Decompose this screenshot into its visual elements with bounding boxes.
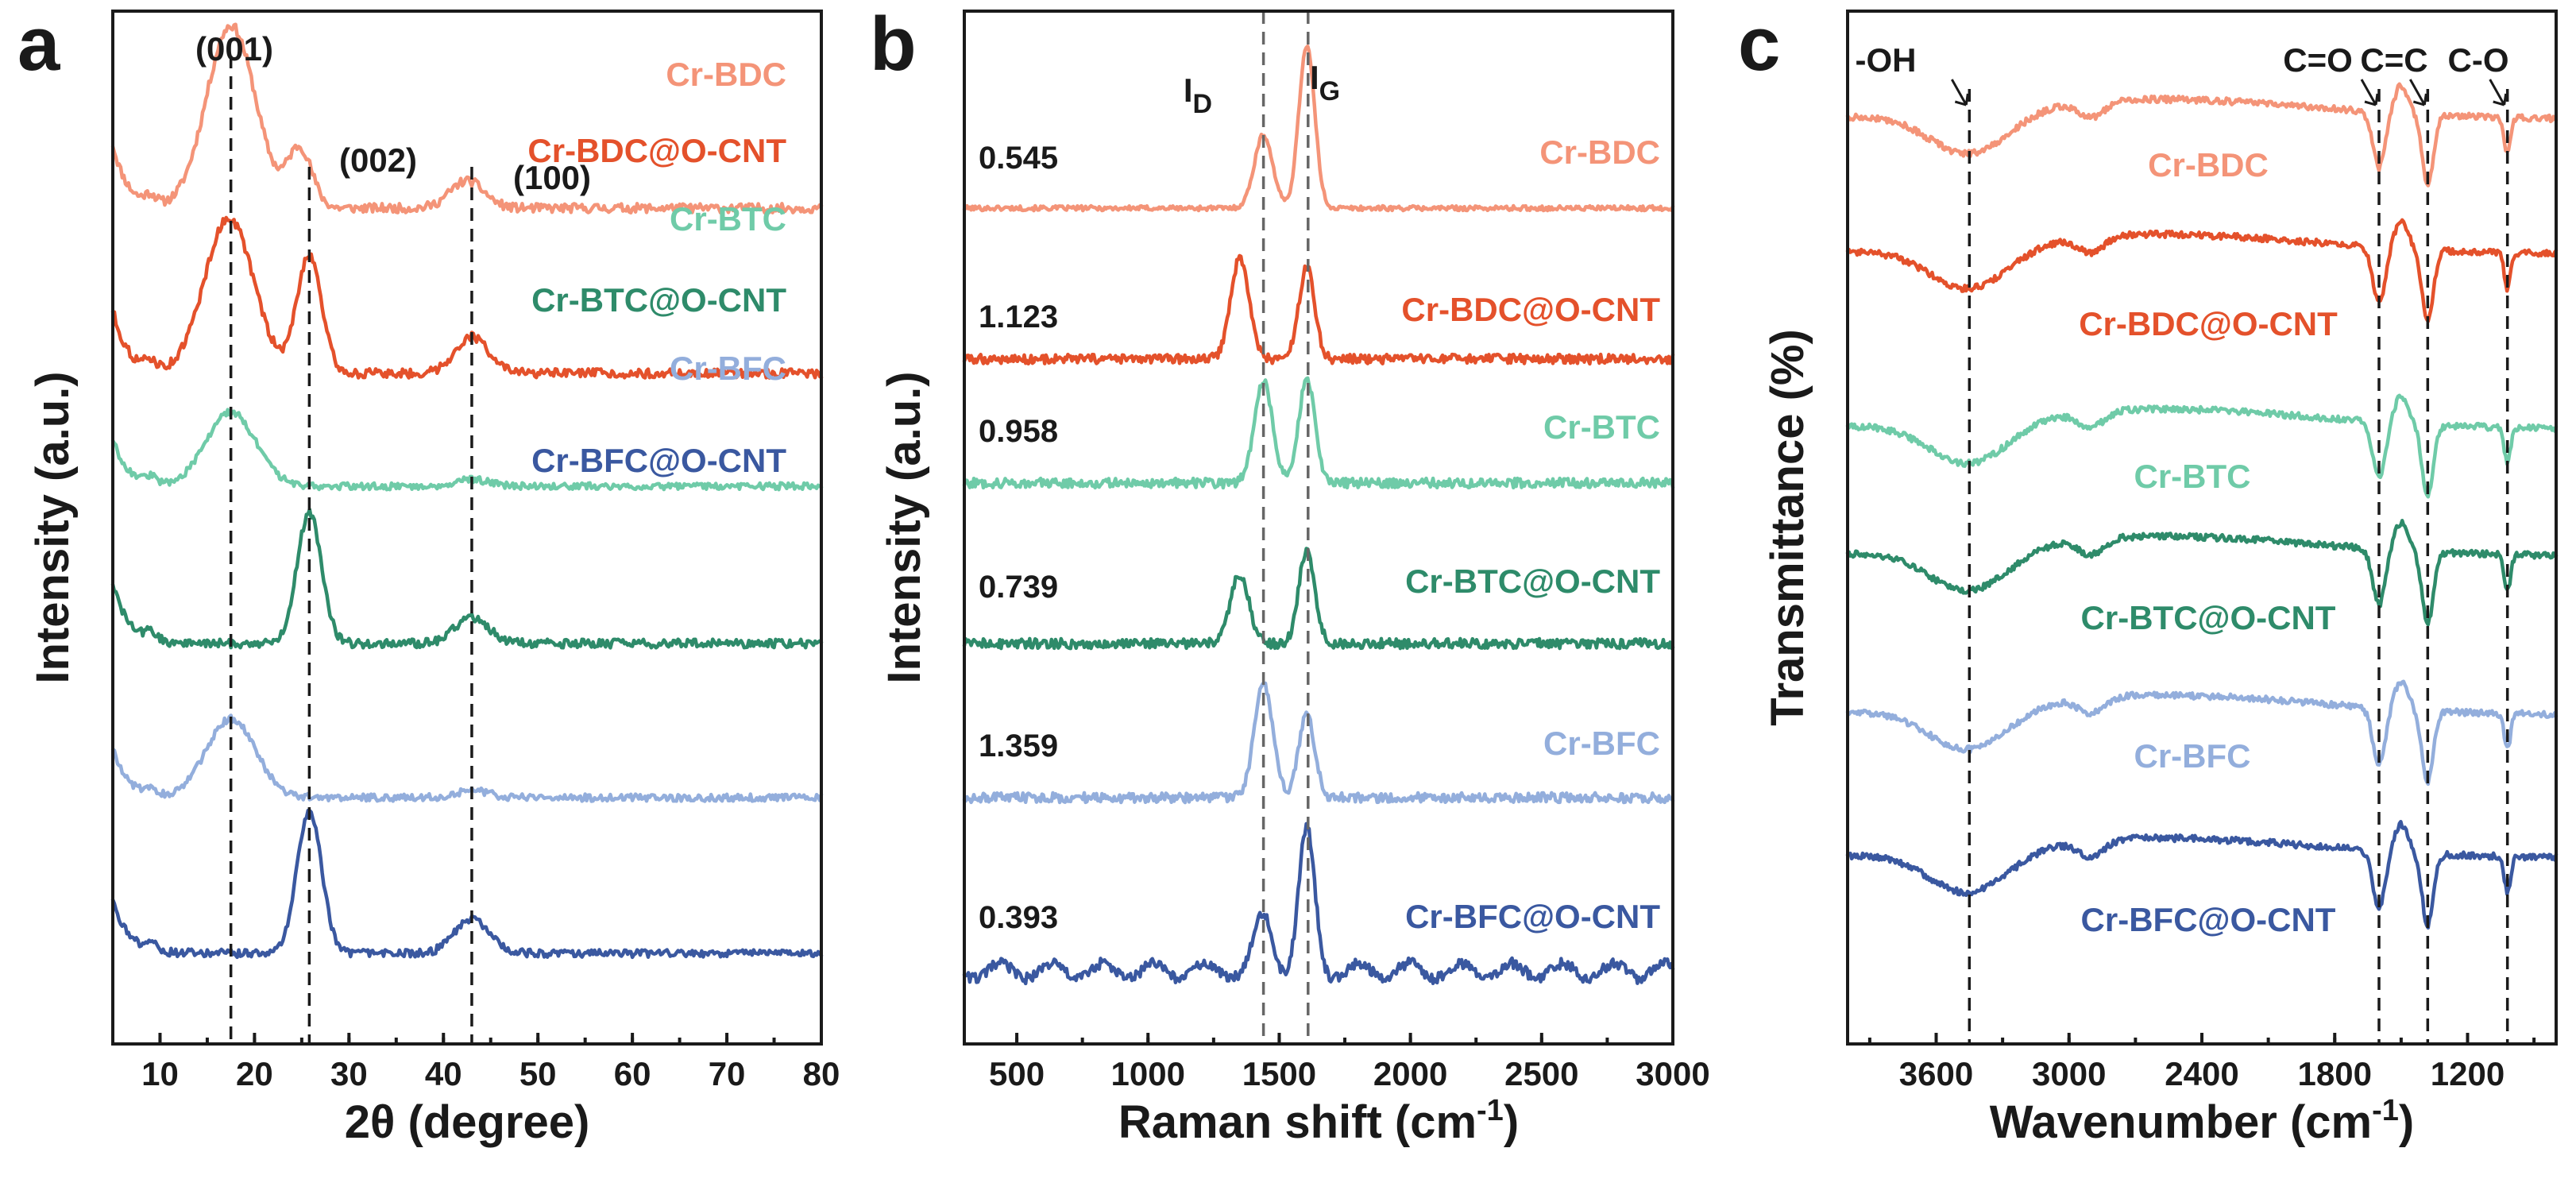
c-series-cr-bdc-at-o-cnt [1845,218,2559,323]
b-series-cr-btc-at-o-cnt [962,547,1675,651]
panel-c-xlabel: Wavenumber (cm-1) [1990,1094,2414,1148]
c-ref-arrow [2409,79,2427,106]
a-series-label: Cr-BTC@O-CNT [531,281,786,319]
panel-c-letter: c [1738,2,1780,87]
c-xtick-label: 3600 [1899,1055,1973,1092]
a-series-label: Cr-BFC@O-CNT [531,442,786,479]
c-ref-label: C=C [2360,41,2427,79]
c-series-cr-btc [1845,393,2559,499]
c-series-cr-btc-at-o-cnt [1845,519,2559,627]
c-ref-arrow [2489,79,2508,106]
a-series-label: Cr-BFC [670,350,786,387]
a-series-label: Cr-BDC [666,56,786,93]
b-ratio-label: 0.739 [979,570,1058,605]
b-xtick-label: 500 [989,1055,1045,1092]
b-ratio-label: 1.123 [979,300,1058,334]
panel-b-letter: b [870,2,917,87]
a-xtick-label: 50 [519,1055,557,1092]
panel-c-plot: 3600 3000 2400 1800 1200 Cr-BDC Cr-BDC@O-CNT Cr… [1845,41,2559,1092]
c-xtick-label: 2400 [2165,1055,2238,1092]
b-xtick-label: 2500 [1504,1055,1578,1092]
b-series-label: Cr-BDC@O-CNT [1401,291,1660,328]
b-series-cr-bdc-at-o-cnt [962,253,1675,366]
b-series-cr-bfc [962,681,1675,805]
c-ref-label: C=O [2283,41,2353,79]
a-series-label: Cr-BDC@O-CNT [527,132,786,169]
c-series-cr-bdc [1845,82,2559,187]
a-series-cr-bfc [110,713,824,803]
c-ref-arrow [1951,79,1969,106]
a-xtick-label: 40 [425,1055,462,1092]
a-xtick-label: 20 [236,1055,273,1092]
b-xtick-label: 3000 [1636,1055,1709,1092]
a-ref-label: (002) [339,141,417,179]
c-series-label: Cr-BDC [2148,146,2269,184]
panel-b-plot: 500 1000 1500 2000 2500 3000 0.545 Cr-BDC 1.123 C… [962,11,1710,1092]
panel-c: c 3600 3000 2400 1800 1200 Cr-BDC Cr-BDC@O-CNT… [1738,2,2559,1148]
b-band-label: IG [1310,59,1340,106]
panel-a-plot: 10 20 30 40 50 60 70 80 Cr-BDC Cr-BDC@O-CNT Cr-BTC… [110,22,840,1092]
b-series-label: Cr-BFC@O-CNT [1405,898,1660,935]
b-ratio-label: 0.545 [979,141,1058,176]
c-ref-label: C-O [2448,41,2509,79]
panel-a-xlabel: 2θ (degree) [345,1096,590,1148]
c-series-cr-bfc-at-o-cnt [1845,819,2559,930]
b-series-label: Cr-BFC [1543,725,1660,762]
b-series-cr-btc [962,376,1675,490]
panel-a-ylabel: Intensity (a.u.) [27,371,79,683]
c-ref-arrow [2360,79,2379,106]
c-series-cr-bfc [1845,679,2559,787]
c-ref-label: -OH [1856,41,1917,79]
panel-a: a 10 20 30 40 50 60 70 80 Cr-BDC Cr-BDC@O-CNT Cr-B… [17,2,840,1148]
b-xtick-label: 1000 [1111,1055,1185,1092]
b-ratio-label: 0.393 [979,900,1058,935]
c-xtick-label: 1200 [2431,1055,2505,1092]
panel-a-letter: a [17,2,60,87]
a-xtick-label: 70 [709,1055,746,1092]
b-series-label: Cr-BTC@O-CNT [1405,562,1660,600]
panel-a-frame [111,10,823,1046]
b-ratio-label: 0.958 [979,414,1058,449]
b-band-label: ID [1184,72,1212,119]
b-series-label: Cr-BDC [1539,133,1660,171]
a-xtick-label: 80 [803,1055,840,1092]
a-series-label: Cr-BTC [670,200,786,238]
c-xtick-label: 1800 [2298,1055,2372,1092]
a-series-cr-bfc-at-o-cnt [110,808,824,960]
b-series-cr-bfc-at-o-cnt [962,821,1675,986]
b-series-label: Cr-BTC [1543,408,1660,446]
c-xtick-label: 3000 [2032,1055,2106,1092]
panel-b: b 500 1000 1500 2000 2500 3000 0.545 Cr-BDC 1.12… [870,2,1710,1148]
c-series-label: Cr-BTC [2134,458,2251,495]
a-xtick-label: 60 [614,1055,651,1092]
b-ratio-label: 1.359 [979,729,1058,763]
c-series-label: Cr-BFC [2134,737,2251,775]
a-series-cr-bdc [110,22,824,215]
c-series-label: Cr-BDC@O-CNT [2079,305,2338,342]
a-ref-label: (001) [195,30,273,68]
panel-b-xlabel: Raman shift (cm-1) [1118,1094,1519,1148]
b-xtick-label: 2000 [1373,1055,1447,1092]
b-series-cr-bdc [962,44,1675,213]
a-ref-label: (100) [513,159,591,196]
panel-c-frame [1846,10,2558,1046]
c-series-label: Cr-BFC@O-CNT [2081,901,2336,938]
a-series-cr-btc-at-o-cnt [110,508,824,650]
c-series-label: Cr-BTC@O-CNT [2081,599,2336,636]
a-xtick-label: 10 [141,1055,179,1092]
b-xtick-label: 1500 [1242,1055,1316,1092]
a-xtick-label: 30 [330,1055,368,1092]
panel-c-ylabel: Transmittance (%) [1762,329,1813,726]
panel-b-frame [963,10,1674,1046]
panel-b-ylabel: Intensity (a.u.) [879,371,930,683]
